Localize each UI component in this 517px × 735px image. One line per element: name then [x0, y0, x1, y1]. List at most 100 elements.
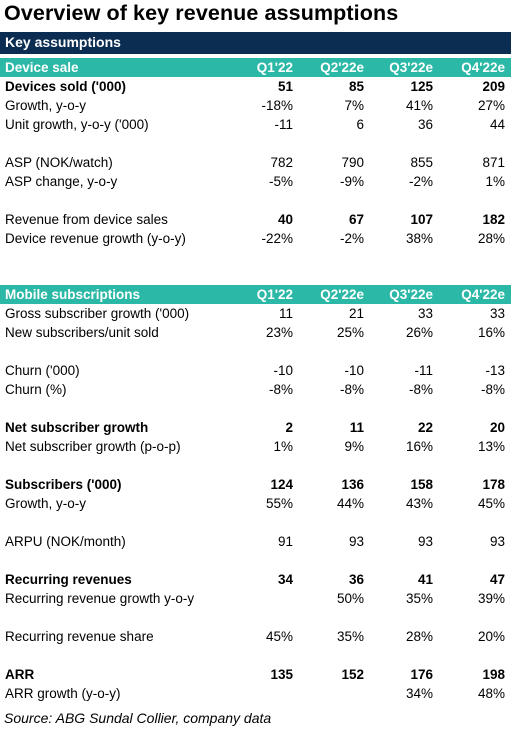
cell-value: -10 — [273, 363, 293, 378]
cell-value: 45% — [477, 496, 505, 511]
cell-value: -8% — [268, 382, 293, 397]
column-header: Q2'22e — [320, 287, 364, 302]
row-label: ARR growth (y-o-y) — [5, 686, 121, 701]
spacer-row — [0, 513, 511, 532]
table-row: Recurring revenue share 45% 35% 28% 20% — [0, 627, 511, 646]
section-header-label: Mobile subscriptions — [5, 287, 141, 302]
cell-value: -5% — [268, 174, 293, 189]
cell-value: 21 — [348, 306, 364, 321]
cell-value: -18% — [261, 98, 293, 113]
spacer-row — [0, 399, 511, 418]
cell-value: 1% — [485, 174, 505, 189]
cell-value: 125 — [410, 79, 433, 94]
cell-value: 50% — [336, 591, 364, 606]
column-header: Q4'22e — [461, 60, 505, 75]
row-label: Recurring revenue share — [5, 629, 154, 644]
row-label: ARPU (NOK/month) — [5, 534, 126, 549]
row-label: Recurring revenue growth y-o-y — [5, 591, 195, 606]
row-label: Recurring revenues — [5, 572, 132, 587]
cell-value: 33 — [417, 306, 433, 321]
cell-value: -2% — [339, 231, 364, 246]
cell-value: 34 — [277, 572, 293, 587]
cell-value: 176 — [410, 667, 433, 682]
row-label: ARR — [5, 667, 35, 682]
table-row: Churn (%) -8% -8% -8% -8% — [0, 380, 511, 399]
cell-value: 152 — [341, 667, 364, 682]
cell-value: 35% — [336, 629, 364, 644]
row-label: Growth, y-o-y — [5, 496, 87, 511]
row-label: Net subscriber growth — [5, 420, 149, 435]
cell-value: 20% — [477, 629, 505, 644]
page-title: Overview of key revenue assumptions — [4, 1, 399, 25]
table-header-row: Device sale Q1'22 Q2'22e Q3'22e Q4'22e — [0, 58, 511, 77]
column-header: Q2'22e — [320, 60, 364, 75]
section-header-label: Device sale — [5, 60, 79, 75]
cell-value: 27% — [477, 98, 505, 113]
table-row: Net subscriber growth 2 11 22 20 — [0, 418, 511, 437]
cell-value: 45% — [265, 629, 293, 644]
row-label: New subscribers/unit sold — [5, 325, 159, 340]
table-row: Subscribers ('000) 124 136 158 178 — [0, 475, 511, 494]
table-row: ASP change, y-o-y -5% -9% -2% 1% — [0, 172, 511, 191]
column-header: Q4'22e — [461, 287, 505, 302]
cell-value: 38% — [405, 231, 433, 246]
cell-value: -10 — [344, 363, 364, 378]
cell-value: -8% — [480, 382, 505, 397]
spacer-row — [0, 456, 511, 475]
cell-value: 85 — [348, 79, 364, 94]
row-label: Churn (%) — [5, 382, 67, 397]
mobile-subscriptions-table: Mobile subscriptions Q1'22 Q2'22e Q3'22e Q4'… — [0, 285, 511, 703]
table-row: Recurring revenues 34 36 41 47 — [0, 570, 511, 589]
cell-value: 47 — [489, 572, 505, 587]
column-header: Q1'22 — [256, 60, 293, 75]
spacer-row — [0, 551, 511, 570]
row-label: Growth, y-o-y — [5, 98, 87, 113]
table-row: Unit growth, y-o-y ('000) -11 6 36 44 — [0, 115, 511, 134]
cell-value: 93 — [348, 534, 364, 549]
cell-value: 55% — [265, 496, 293, 511]
table-row: Recurring revenue growth y-o-y 50% 35% 39% — [0, 589, 511, 608]
row-label: Net subscriber growth (p-o-p) — [5, 439, 181, 454]
cell-value: 43% — [405, 496, 433, 511]
cell-value: 790 — [341, 155, 364, 170]
cell-value: 41% — [405, 98, 433, 113]
spacer-row — [0, 646, 511, 665]
cell-value: -8% — [339, 382, 364, 397]
cell-value: 48% — [477, 686, 505, 701]
table-row: New subscribers/unit sold 23% 25% 26% 16% — [0, 323, 511, 342]
cell-value: 855 — [410, 155, 433, 170]
cell-value: 91 — [277, 534, 293, 549]
table-header-row: Mobile subscriptions Q1'22 Q2'22e Q3'22e Q4'… — [0, 285, 511, 304]
cell-value: 67 — [348, 212, 364, 227]
spacer-row — [0, 134, 511, 153]
cell-value: 41 — [417, 572, 433, 587]
row-label: ASP (NOK/watch) — [5, 155, 113, 170]
cell-value: 11 — [349, 420, 364, 435]
table-row: ASP (NOK/watch) 782 790 855 871 — [0, 153, 511, 172]
cell-value: 36 — [417, 117, 433, 132]
cell-value: -11 — [274, 117, 293, 132]
cell-value: 28% — [405, 629, 433, 644]
cell-value: 93 — [489, 534, 505, 549]
row-label: Unit growth, y-o-y ('000) — [5, 117, 149, 132]
spacer-row — [0, 191, 511, 210]
row-label: ASP change, y-o-y — [5, 174, 118, 189]
cell-value: 35% — [405, 591, 433, 606]
cell-value: 6 — [356, 117, 364, 132]
table-row: ARR growth (y-o-y) 34% 48% — [0, 684, 511, 703]
table-row: Net subscriber growth (p-o-p) 1% 9% 16% 13% — [0, 437, 511, 456]
table-row: Devices sold ('000) 51 85 125 209 — [0, 77, 511, 96]
cell-value: 93 — [417, 534, 433, 549]
cell-value: 40 — [277, 212, 293, 227]
row-label: Gross subscriber growth ('000) — [5, 306, 190, 321]
cell-value: 182 — [482, 212, 505, 227]
cell-value: 178 — [482, 477, 505, 492]
cell-value: 9% — [344, 439, 364, 454]
table-row: Growth, y-o-y -18% 7% 41% 27% — [0, 96, 511, 115]
cell-value: -9% — [339, 174, 364, 189]
cell-value: -13 — [485, 363, 505, 378]
row-label: Devices sold ('000) — [5, 79, 127, 94]
cell-value: 1% — [273, 439, 293, 454]
cell-value: 7% — [344, 98, 364, 113]
cell-value: -8% — [408, 382, 433, 397]
